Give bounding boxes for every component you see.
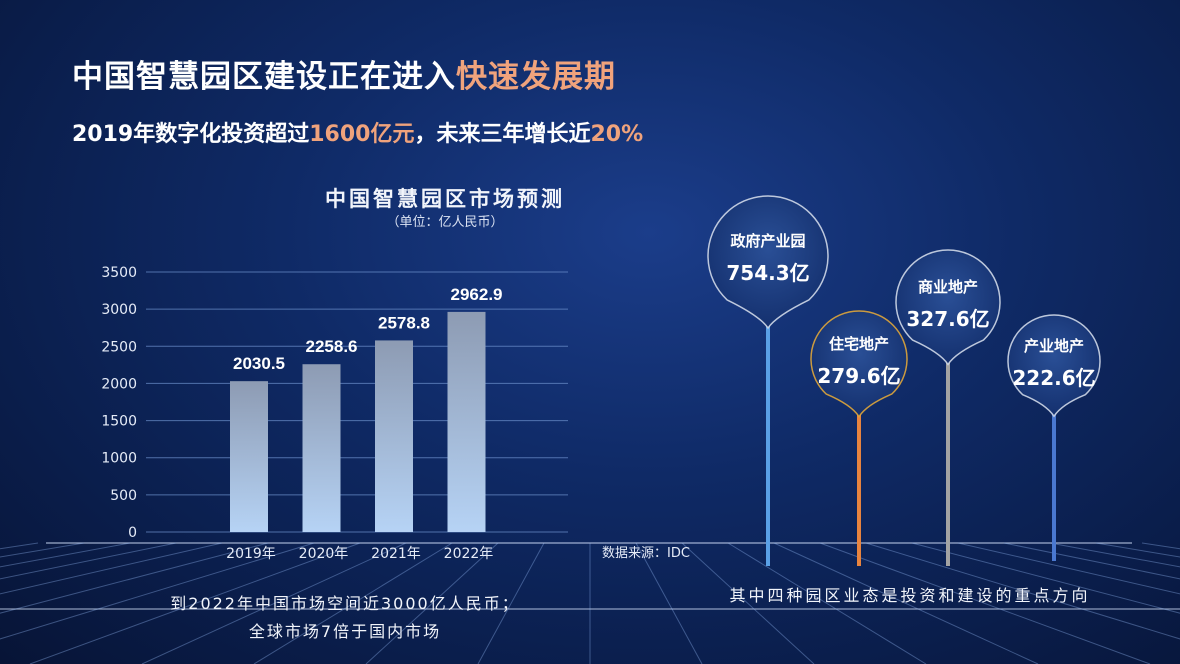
market-note: 到2022年中国市场空间近3000亿人民币； 全球市场7倍于国内市场 — [110, 590, 580, 646]
floor-line — [911, 542, 1180, 614]
y-tick-label: 3500 — [101, 265, 137, 281]
bar-value-label: 2962.9 — [451, 285, 503, 304]
floor-line — [0, 542, 131, 568]
pin-value: 327.6亿 — [906, 307, 989, 331]
perspective-floor-grid — [0, 542, 1180, 664]
x-tick-label: 2019年 — [226, 546, 276, 562]
data-source: 数据来源：IDC — [602, 546, 690, 561]
market-note-line-1: 到2022年中国市场空间近3000亿人民币； — [170, 594, 520, 613]
chart-bars — [230, 311, 486, 532]
bar-2022年 — [447, 311, 486, 532]
pin-住宅地产: 住宅地产 279.6亿 — [810, 310, 908, 566]
y-tick-label: 1000 — [101, 451, 137, 467]
floor-line — [635, 542, 703, 664]
floor-line — [253, 542, 453, 664]
floor-line — [681, 542, 815, 664]
x-tick-label: 2020年 — [299, 546, 349, 562]
floor-line — [141, 542, 407, 664]
floor-line — [0, 542, 85, 558]
floor-line — [29, 542, 361, 664]
pin-产业地产: 产业地产 222.6亿 — [1007, 314, 1101, 561]
floor-line — [477, 542, 545, 664]
floor-line — [727, 542, 927, 664]
floor-line — [0, 542, 177, 580]
floor-line — [1049, 542, 1180, 568]
floor-line — [0, 542, 315, 640]
x-axis-ticks: 2019年 2020年 2021年 2022年 — [226, 546, 493, 562]
bar-2021年 — [375, 340, 413, 532]
floor-line — [0, 542, 269, 614]
bar-value-label: 2578.8 — [378, 313, 430, 332]
y-axis-ticks: 0 500 1000 1500 2000 2500 3000 3500 — [101, 265, 137, 541]
pin-value: 222.6亿 — [1012, 366, 1095, 390]
floor-line — [819, 542, 1151, 664]
pin-政府产业园: 政府产业园 754.3亿 — [707, 195, 829, 566]
pin-label: 商业地产 — [918, 278, 978, 296]
x-tick-label: 2021年 — [371, 546, 421, 562]
floor-line — [865, 542, 1180, 640]
bar-2020年 — [302, 364, 341, 532]
floor-line — [773, 542, 1039, 664]
x-tick-label: 2022年 — [444, 546, 494, 562]
page-title: 中国智慧园区建设正在进入快速发展期 — [72, 59, 616, 95]
floor-line — [957, 542, 1180, 595]
y-tick-label: 2500 — [101, 339, 137, 355]
market-note-line-2: 全球市场7倍于国内市场 — [248, 622, 442, 641]
sector-note: 其中四种园区业态是投资和建设的重点方向 — [729, 586, 1091, 605]
bar-2019年 — [230, 381, 268, 532]
pin-label: 住宅地产 — [829, 335, 889, 353]
bar-data-labels: 2030.5 2258.6 2578.8 2962.9 — [233, 285, 503, 373]
y-tick-label: 1500 — [101, 414, 137, 430]
bar-value-label: 2258.6 — [306, 337, 358, 356]
y-tick-label: 2000 — [101, 376, 137, 392]
pin-bubble — [707, 195, 829, 330]
pin-value: 279.6亿 — [817, 364, 900, 388]
y-tick-label: 0 — [128, 525, 137, 541]
floor-line — [365, 542, 499, 664]
floor-line — [1003, 542, 1180, 580]
chart-unit: （单位：亿人民币） — [386, 215, 504, 230]
pin-bubble — [810, 310, 908, 418]
y-tick-label: 500 — [110, 488, 137, 504]
pin-bubble — [895, 249, 1001, 366]
pin-商业地产: 商业地产 327.6亿 — [895, 249, 1001, 566]
chart-gridlines — [146, 271, 568, 533]
title-highlight: 快速发展期 — [456, 59, 616, 95]
page-subtitle: 2019年数字化投资超过1600亿元，未来三年增长近20% — [72, 122, 644, 147]
pin-label: 产业地产 — [1024, 337, 1084, 355]
floor-line — [0, 542, 223, 595]
bar-value-label: 2030.5 — [233, 354, 285, 373]
y-tick-label: 3000 — [101, 302, 137, 318]
chart-title: 中国智慧园区市场预测 — [325, 187, 565, 211]
pin-bubble — [1007, 314, 1101, 418]
pin-value: 754.3亿 — [726, 261, 809, 285]
pin-label: 政府产业园 — [730, 232, 805, 250]
